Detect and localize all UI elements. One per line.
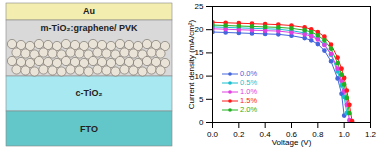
svg-text:10: 10 xyxy=(194,71,204,81)
html-text:1.5%: 1.5% xyxy=(240,96,258,105)
svg-text:0.2: 0.2 xyxy=(233,130,245,139)
svg-text:5: 5 xyxy=(199,95,204,104)
svg-text:15: 15 xyxy=(194,48,204,58)
svg-text:20: 20 xyxy=(194,25,204,35)
svg-text:Voltage (V): Voltage (V) xyxy=(272,138,312,147)
html-text:1.0%: 1.0% xyxy=(240,87,258,96)
svg-text:Au: Au xyxy=(83,6,95,16)
svg-text:0: 0 xyxy=(199,118,204,127)
svg-text:1.0: 1.0 xyxy=(339,130,351,139)
svg-text:0.4: 0.4 xyxy=(260,130,272,139)
svg-text:0.8: 0.8 xyxy=(312,130,324,139)
html-text:0.0%: 0.0% xyxy=(240,69,258,78)
html-text:0.5%: 0.5% xyxy=(240,78,258,87)
svg-text:0.0: 0.0 xyxy=(207,130,219,139)
svg-text:1.2: 1.2 xyxy=(365,130,377,139)
html-text:2.0%: 2.0% xyxy=(240,105,258,114)
svg-text:25: 25 xyxy=(195,2,204,11)
svg-text:FTO: FTO xyxy=(80,124,98,134)
svg-text:0.6: 0.6 xyxy=(285,130,298,140)
svg-text:m-TiO₂:graphene/ PVK: m-TiO₂:graphene/ PVK xyxy=(41,23,138,33)
svg-text:Current density (mA/cm²): Current density (mA/cm²) xyxy=(187,19,196,109)
svg-text:c-TiO₂: c-TiO₂ xyxy=(76,88,103,98)
